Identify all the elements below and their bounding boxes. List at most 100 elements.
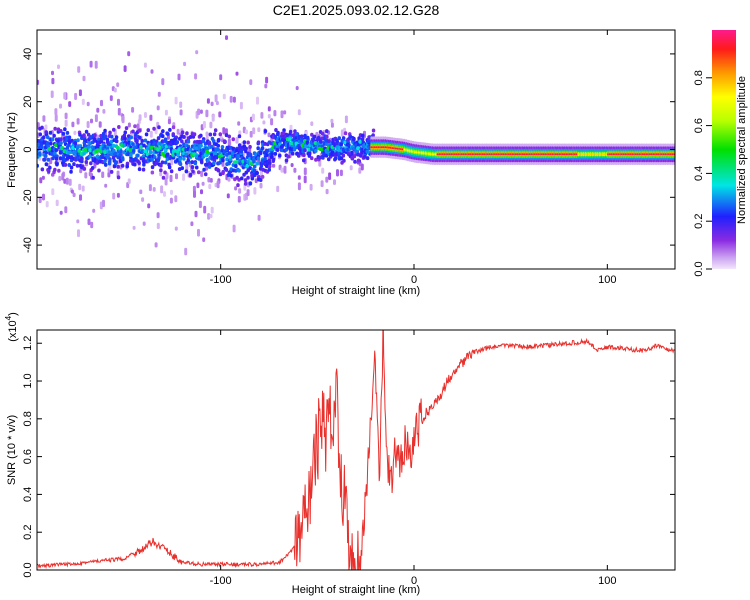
spectrogram-cell-1177: [208, 132, 213, 137]
spectrogram-cell-452: [44, 130, 48, 135]
colorbar-label: Normalized spectral amplitude: [736, 76, 748, 224]
spectrogram-cell-2614: [572, 153, 575, 156]
spectrogram-cell-1942: [377, 146, 380, 149]
spectrogram-cell-1668: [319, 139, 323, 144]
spectrogram-cell-278: [221, 161, 225, 167]
spectrogram-cell-604: [77, 148, 82, 153]
spectrogram-cell-1623: [307, 151, 312, 156]
spectrogram-cell-2296: [480, 153, 483, 156]
spectrogram-cell-1536: [288, 129, 293, 134]
spectrogram-cell-488: [53, 167, 57, 172]
spectrogram-cell-238: [197, 108, 201, 116]
spectrogram-cell-1990: [391, 147, 394, 149]
spectrogram-cell-365: [297, 109, 301, 116]
spectrogram-cell-948: [156, 136, 161, 141]
spectrogram-cell-331: [260, 112, 264, 119]
spectrogram-cell-202: [174, 96, 178, 105]
spectrogram-cell-53: [68, 101, 72, 107]
spectrogram-cell-1089: [186, 158, 190, 163]
spectrogram-cell-2272: [473, 153, 476, 156]
spectrogram-cell-1006: [169, 169, 174, 174]
spectrogram-cell-2326: [488, 153, 491, 156]
spectrogram-cell-2122: [429, 153, 432, 155]
spectrogram-cell-2158: [440, 153, 443, 156]
spectrogram-cell-2542: [551, 153, 554, 156]
spectrogram-cell-2068: [413, 151, 417, 153]
spectrogram-cell-653: [88, 148, 93, 153]
spectrogram-cell-1340: [243, 178, 248, 183]
spectrogram-cell-2686: [593, 153, 596, 156]
spectrogram-cell-2140: [434, 153, 437, 156]
spectrogram-cell-2956: [671, 153, 674, 156]
snr-x-axis-label: Height of straight line (km): [292, 584, 420, 596]
spectrogram-x-tick-label-0: -100: [210, 274, 232, 286]
spectrogram-cell-463: [46, 157, 50, 162]
spectrogram-cell-2110: [426, 152, 429, 155]
spectrogram-cell-1005: [168, 127, 172, 132]
spectrogram-cell-845: [133, 162, 137, 167]
spectrogram-cell-276: [222, 127, 226, 135]
spectrogram-cell-729: [105, 154, 109, 159]
spectrogram-cell-983: [163, 148, 167, 153]
spectrogram-cell-31: [55, 199, 59, 207]
spectrogram-cell-708: [101, 152, 105, 157]
spectrogram-cell-1144: [199, 143, 203, 148]
snr-series-layer: [37, 330, 675, 570]
spectrogram-cell-1767: [342, 158, 346, 163]
spectrogram-cell-2458: [527, 153, 530, 156]
spectrogram-cell-70: [79, 194, 82, 201]
spectrogram-cell-188: [164, 177, 168, 186]
spectrogram-cell-209: [179, 101, 183, 108]
spectrogram-cell-336: [265, 76, 269, 84]
spectrogram-cell-168: [148, 184, 152, 192]
spectrogram-cell-1538: [288, 137, 293, 142]
spectrogram-cell-150: [136, 123, 140, 131]
spectrogram-cell-1053: [178, 136, 182, 141]
spectrogram-cell-384: [325, 188, 329, 195]
spectrogram-cell-1062: [180, 166, 184, 171]
spectrogram-cell-84: [90, 118, 93, 124]
spectrogram-cell-247: [203, 205, 207, 214]
spectrogram-cell-83: [89, 60, 93, 68]
spectrogram-cell-206: [176, 128, 180, 135]
spectrogram-cell-2254: [467, 153, 470, 156]
spectrogram-cell-1247: [222, 139, 227, 144]
spectrogram-cell-2518: [544, 153, 547, 156]
spectrogram-cell-2344: [493, 153, 497, 156]
spectrogram-cell-613: [79, 156, 84, 161]
spectrogram-cell-666: [93, 157, 97, 162]
spectrogram-cell-1147: [199, 133, 203, 138]
spectrogram-cell-11: [42, 193, 45, 201]
spectrogram-cell-2824: [633, 153, 636, 156]
spectrogram-cell-1900: [371, 128, 376, 133]
spectrogram-cell-641: [87, 145, 91, 150]
spectrogram-cell-2098: [422, 152, 425, 154]
spectrogram-cell-2572: [560, 153, 563, 156]
spectrogram-cell-1042: [176, 152, 180, 157]
spectrogram-cell-1948: [379, 146, 382, 149]
spectrogram-cell-495: [54, 156, 59, 161]
spectrogram-cell-242: [200, 189, 203, 195]
spectrogram-cell-1594: [302, 153, 306, 158]
spectrogram-cell-1099: [188, 135, 193, 139]
spectrogram-cell-2728: [605, 153, 608, 156]
spectrogram-cell-861: [137, 128, 142, 133]
spectrogram-cell-279: [225, 35, 228, 40]
spectrogram-cell-2044: [406, 149, 410, 152]
spectrogram-cell-1816: [352, 137, 356, 142]
spectrogram-cell-1758: [339, 156, 344, 161]
spectrogram-cell-63: [76, 219, 80, 224]
spectrogram-cell-995: [166, 152, 170, 157]
spectrogram-cell-363: [297, 182, 301, 191]
spectrogram-cell-1022: [171, 132, 175, 137]
spectrogram-cell-289: [229, 95, 233, 103]
spectrogram-cell-1760: [339, 142, 343, 147]
spectrogram-cell-244: [201, 181, 205, 186]
spectrogram-cell-1505: [282, 128, 286, 133]
spectrogram-cell-359: [290, 163, 294, 168]
spectrogram-cell-2680: [591, 153, 594, 156]
spectrogram-cell-65: [77, 229, 80, 238]
snr-y-tick-label-1: 0.2: [22, 525, 34, 540]
spectrogram-cell-742: [109, 139, 114, 144]
spectrogram-cell-309: [244, 129, 248, 135]
